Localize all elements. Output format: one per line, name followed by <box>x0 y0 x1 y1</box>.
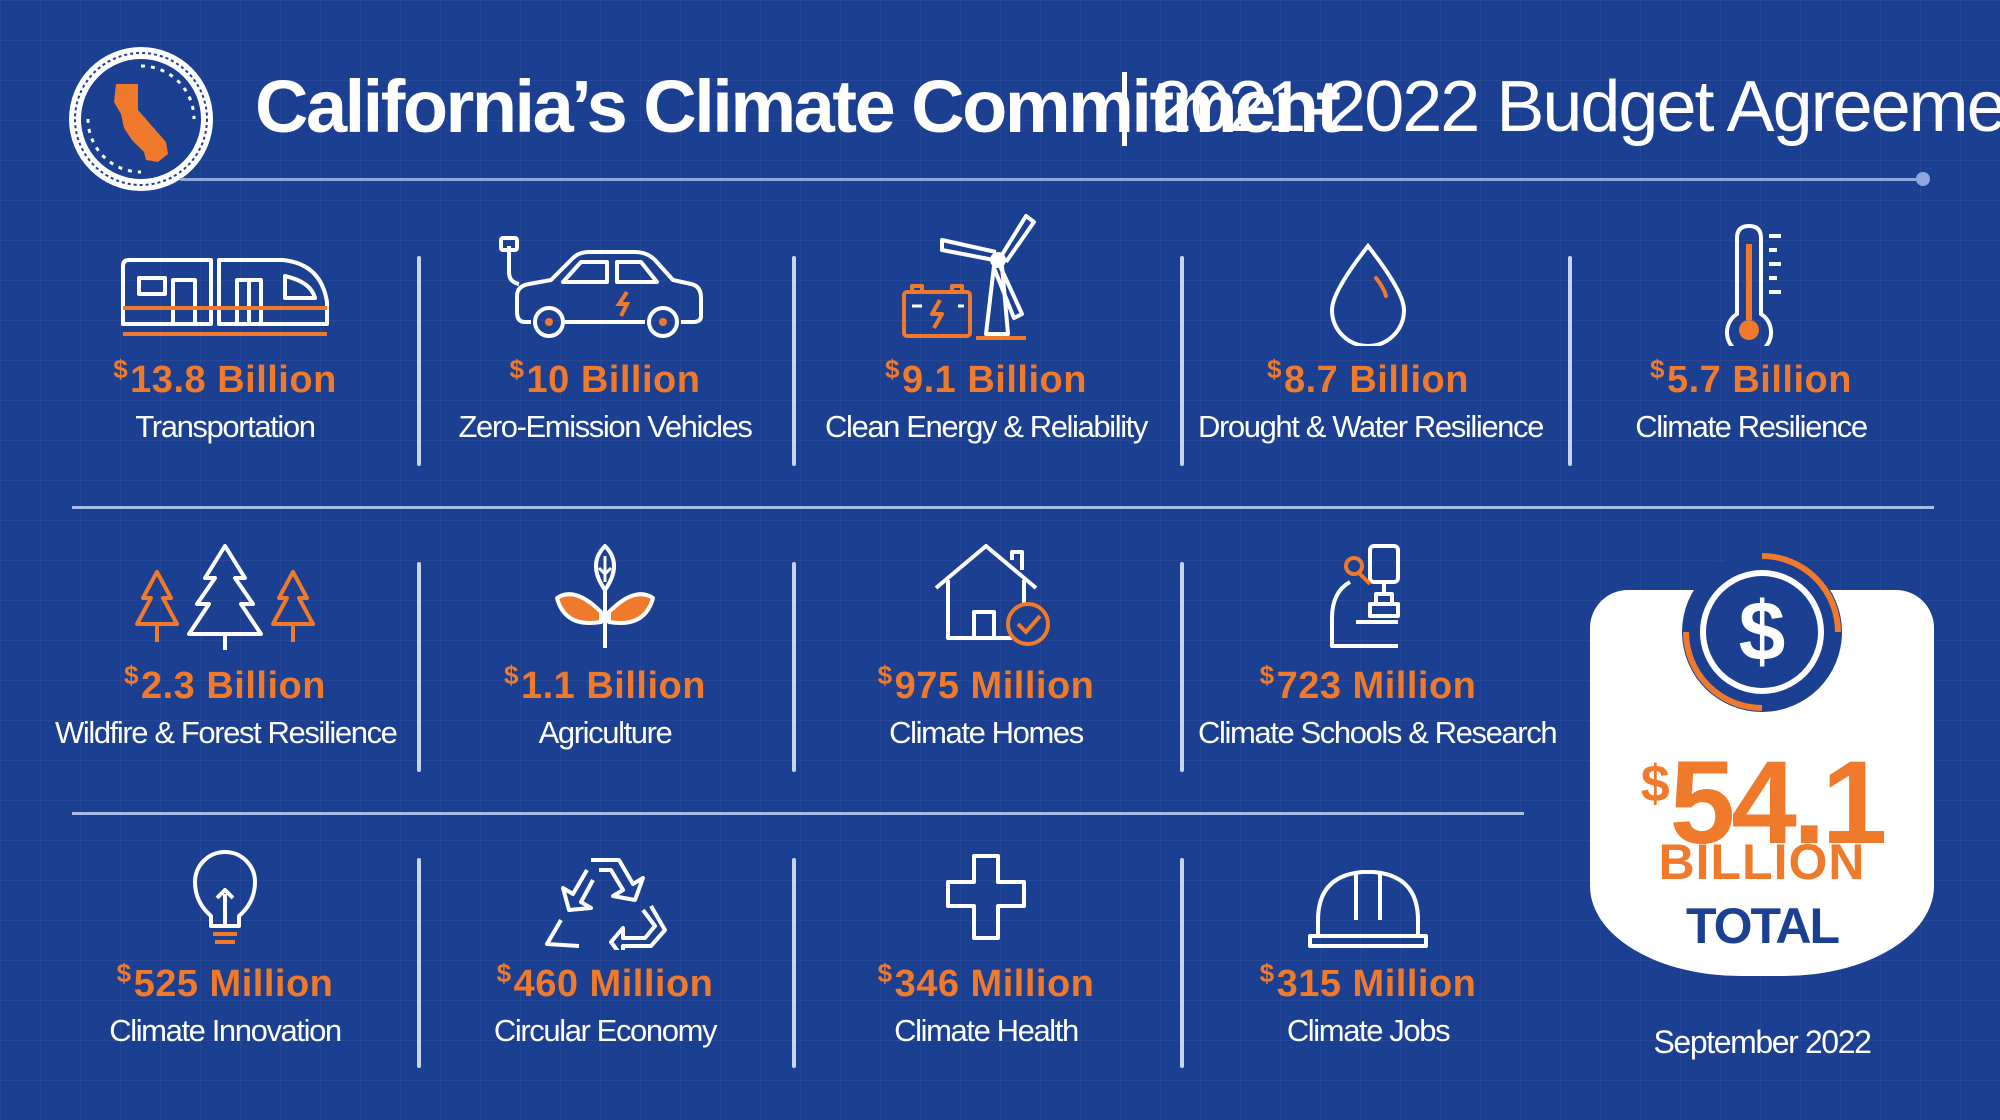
electric-car-icon <box>499 236 703 338</box>
health-cross-icon <box>946 854 1026 940</box>
header-divider <box>180 178 1920 181</box>
category-label: Climate Schools & Research <box>1198 715 1558 750</box>
page-subtitle: 2021-2022 Budget Agreements <box>1152 67 2000 147</box>
header-divider-dot <box>1916 172 1930 186</box>
category-label: Wildfire & Forest Resilience <box>55 715 398 750</box>
dollar-coin-icon: $ <box>1682 552 1842 712</box>
plant-icon <box>555 544 655 648</box>
category-label: Agriculture <box>538 715 673 750</box>
house-check-icon <box>934 544 1050 646</box>
amount: $723 Million <box>1259 660 1477 707</box>
hard-hat-icon <box>1308 870 1428 948</box>
category-label: Climate Innovation <box>109 1013 342 1048</box>
column-divider <box>1180 256 1184 466</box>
total-label: TOTAL <box>1685 898 1840 954</box>
column-divider <box>417 256 421 466</box>
amount: $10 Billion <box>509 354 701 401</box>
category-label: Climate Resilience <box>1635 409 1868 444</box>
row-divider-1 <box>72 506 1934 509</box>
column-divider <box>1180 562 1184 772</box>
amount: $525 Million <box>116 958 334 1005</box>
category-label: Zero-Emission Vehicles <box>458 409 753 444</box>
trees-icon <box>135 544 315 650</box>
budget-item-climate-health: $346 Million Climate Health <box>816 850 1156 1051</box>
amount: $975 Million <box>877 660 1095 707</box>
column-divider <box>792 562 796 772</box>
column-divider <box>792 256 796 466</box>
budget-item-clean-energy: $9.1 Billion Clean Energy & Reliability <box>816 206 1156 447</box>
category-label: Climate Homes <box>889 715 1084 750</box>
budget-item-agriculture: $1.1 Billion Agriculture <box>435 542 775 753</box>
budget-item-drought-water: $8.7 Billion Drought & Water Resilience <box>1198 236 1544 447</box>
amount: $13.8 Billion <box>113 354 337 401</box>
category-label: Transportation <box>135 409 316 444</box>
category-label: Drought & Water Resilience <box>1198 409 1544 444</box>
column-divider <box>1180 858 1184 1068</box>
row-divider-2 <box>72 812 1524 815</box>
total-amount: $54.1 <box>1640 737 1888 869</box>
budget-item-climate-schools: $723 Million Climate Schools & Research <box>1198 542 1558 753</box>
budget-item-zero-emission-vehicles: $10 Billion Zero-Emission Vehicles <box>435 236 775 447</box>
budget-item-transportation: $13.8 Billion Transportation <box>55 236 395 447</box>
page-title: California’s Climate Commitment <box>255 65 1341 148</box>
california-seal-icon <box>69 47 213 191</box>
total-unit: BILLION <box>1658 834 1866 890</box>
coin-dollar-sign: $ <box>1739 584 1786 678</box>
budget-item-climate-homes: $975 Million Climate Homes <box>816 542 1156 753</box>
budget-item-climate-jobs: $315 Million Climate Jobs <box>1198 850 1538 1051</box>
publication-date: September 2022 <box>1653 1024 1871 1060</box>
amount: $5.7 Billion <box>1650 354 1852 401</box>
amount: $9.1 Billion <box>885 354 1087 401</box>
budget-item-climate-resilience: $5.7 Billion Climate Resilience <box>1581 222 1921 447</box>
amount: $1.1 Billion <box>504 660 706 707</box>
category-label: Climate Health <box>894 1013 1079 1048</box>
recycle-icon <box>545 858 667 950</box>
budget-item-circular-economy: $460 Million Circular Economy <box>435 850 775 1051</box>
amount: $315 Million <box>1259 958 1477 1005</box>
amount: $346 Million <box>877 958 1095 1005</box>
column-divider <box>792 858 796 1068</box>
water-drop-icon <box>1329 242 1407 346</box>
amount: $460 Million <box>496 958 714 1005</box>
thermometer-icon <box>1725 223 1781 346</box>
category-label: Climate Jobs <box>1286 1013 1451 1048</box>
budget-item-wildfire-forest: $2.3 Billion Wildfire & Forest Resilienc… <box>55 542 398 753</box>
column-divider <box>1568 256 1572 466</box>
category-label: Clean Energy & Reliability <box>825 409 1148 444</box>
microscope-icon <box>1330 544 1400 648</box>
category-label: Circular Economy <box>493 1013 718 1048</box>
column-divider <box>417 858 421 1068</box>
budget-item-climate-innovation: $525 Million Climate Innovation <box>55 850 395 1051</box>
column-divider <box>417 562 421 772</box>
title-separator <box>1122 72 1127 146</box>
amount: $8.7 Billion <box>1267 354 1469 401</box>
lightbulb-icon <box>193 850 257 944</box>
train-icon <box>121 258 329 336</box>
amount: $2.3 Billion <box>124 660 326 707</box>
wind-turbine-battery-icon <box>902 214 1036 340</box>
